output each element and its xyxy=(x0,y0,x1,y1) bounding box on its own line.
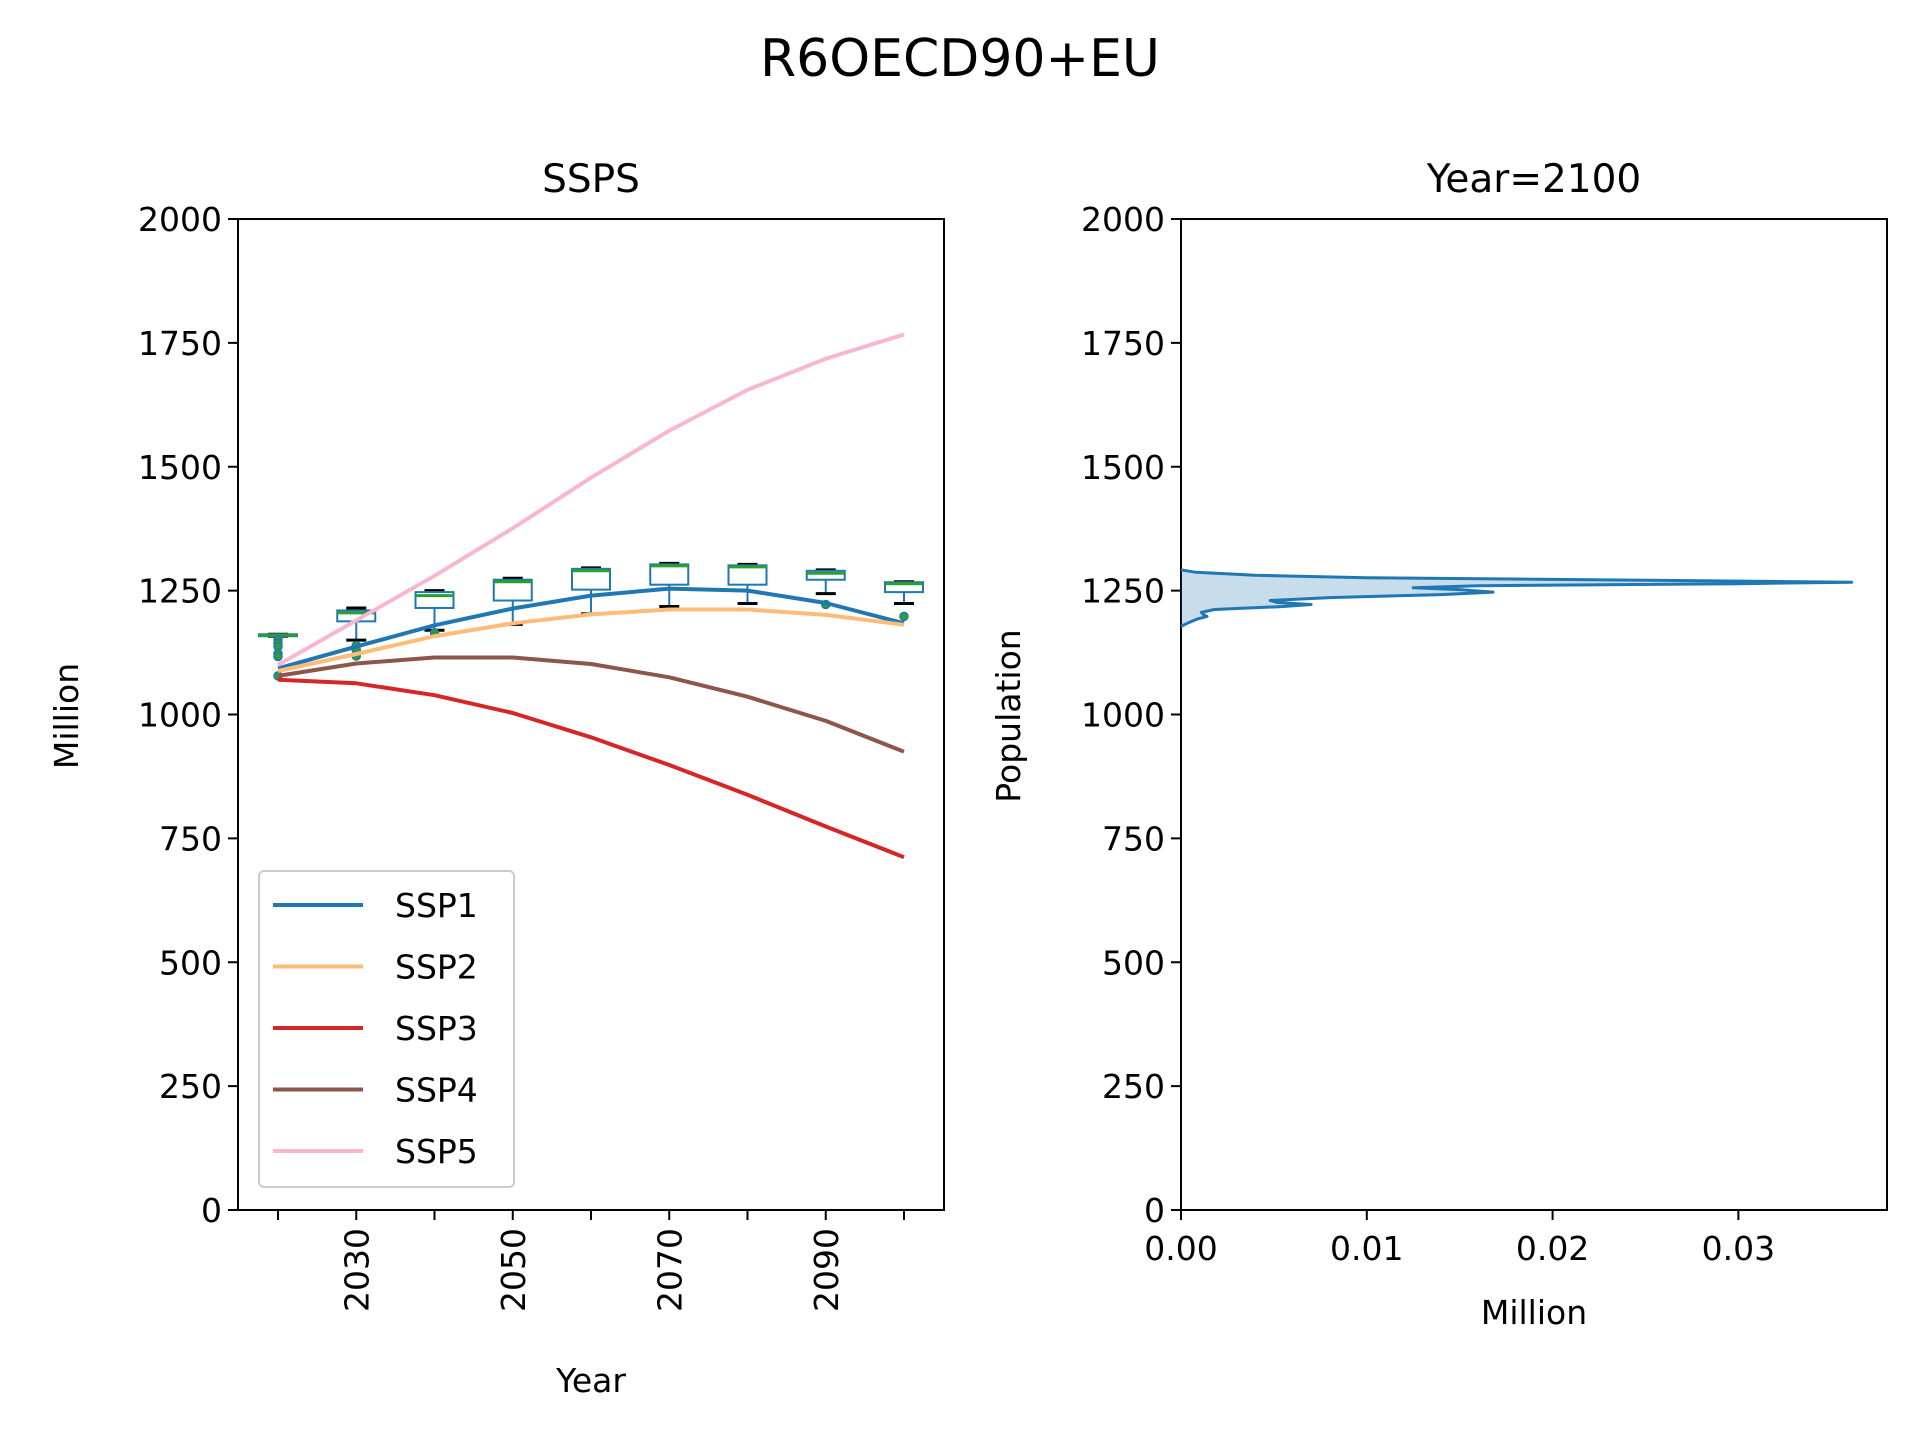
ssps-legend: SSP1 SSP2 SSP3 SSP4 SSP5 xyxy=(258,870,515,1188)
boxplot-outlier xyxy=(899,611,909,622)
series-line-ssp1 xyxy=(277,586,905,671)
series-line-ssp5 xyxy=(277,332,905,667)
ssps-y-tick-label: 1750 xyxy=(138,324,222,363)
ssps-y-axis: 0 250 500 750 1000 1250 1500 1750 2000 xyxy=(138,200,238,1230)
density-x-tick-label: 0.03 xyxy=(1702,1229,1775,1268)
boxplot-2050 xyxy=(492,576,533,626)
density-y-tick-label: 500 xyxy=(1102,943,1165,982)
boxplot-box xyxy=(414,591,455,609)
boxplot-box xyxy=(649,563,690,586)
density-y-tick-label: 1250 xyxy=(1081,572,1165,611)
ssps-x-axis-label: Year xyxy=(555,1361,626,1400)
ssps-lines xyxy=(277,332,905,860)
density-y-tick-label: 1000 xyxy=(1081,696,1165,735)
density-y-tick-label: 1750 xyxy=(1081,324,1165,363)
legend-frame xyxy=(258,870,515,1188)
ssps-y-axis-label: Million xyxy=(47,663,86,769)
boxplot-box xyxy=(492,578,533,602)
series-line-ssp4 xyxy=(277,655,905,754)
ssps-y-tick-label: 500 xyxy=(159,943,222,982)
boxplot-2080 xyxy=(727,562,768,606)
year-2100-panel-title: Year=2100 xyxy=(1426,157,1642,202)
legend-label-ssp1: SSP1 xyxy=(395,886,478,925)
ssps-y-tick-label: 1500 xyxy=(138,448,222,487)
boxplot-outlier xyxy=(273,651,283,662)
boxplot-2070 xyxy=(649,561,690,608)
density-y-tick-label: 2000 xyxy=(1081,200,1165,239)
density-y-tick-label: 250 xyxy=(1102,1067,1165,1106)
ssps-x-tick-label: 2030 xyxy=(337,1228,376,1312)
series-line-ssp3 xyxy=(277,677,905,860)
legend-label-ssp4: SSP4 xyxy=(395,1071,478,1110)
series-line-ssp2 xyxy=(277,607,905,673)
ssps-y-tick-label: 250 xyxy=(159,1067,222,1106)
ssps-panel-title: SSPS xyxy=(542,157,640,202)
ssps-x-tick-label: 2070 xyxy=(650,1228,689,1312)
ssps-x-axis: 2030 2050 2070 2090 xyxy=(277,1210,905,1312)
density-y-tick-label: 0 xyxy=(1144,1191,1165,1230)
boxplot-box xyxy=(805,569,846,581)
ssps-x-tick-label: 2050 xyxy=(494,1228,533,1312)
density-y-tick-label: 750 xyxy=(1102,819,1165,858)
ssps-panel: SSPS 0 250 500 750 1000 1250 1500 1750 2000 2030… xyxy=(47,157,945,1400)
boxplot-2100 xyxy=(884,580,924,622)
density-x-axis-label: Million xyxy=(1481,1293,1587,1332)
ssps-y-tick-label: 750 xyxy=(159,819,222,858)
ssps-y-tick-label: 1000 xyxy=(138,696,222,735)
ssps-x-tick-label: 2090 xyxy=(807,1228,846,1312)
density-curve xyxy=(1180,568,1854,628)
ssps-y-tick-label: 0 xyxy=(201,1191,222,1230)
density-x-tick-label: 0.01 xyxy=(1330,1229,1403,1268)
density-line xyxy=(1180,568,1854,628)
density-y-axis: 0 250 500 750 1000 1250 1500 1750 2000 xyxy=(1081,200,1181,1230)
ssps-y-tick-label: 2000 xyxy=(138,200,222,239)
boxplot-2060 xyxy=(571,566,611,616)
density-y-tick-label: 1500 xyxy=(1081,448,1165,487)
density-x-axis: 0.00 0.01 0.02 0.03 xyxy=(1144,1210,1775,1268)
density-x-tick-label: 0.02 xyxy=(1516,1229,1589,1268)
figure-title: R6OECD90+EU xyxy=(760,29,1160,89)
year-2100-panel: Year=2100 0 250 500 750 1000 1250 1500 1750 2000… xyxy=(989,157,1888,1332)
density-y-axis-label: Population xyxy=(989,629,1028,802)
legend-label-ssp5: SSP5 xyxy=(395,1132,478,1171)
density-x-tick-label: 0.00 xyxy=(1144,1229,1217,1268)
boxplot-box xyxy=(571,567,611,591)
legend-label-ssp2: SSP2 xyxy=(395,948,478,987)
legend-label-ssp3: SSP3 xyxy=(395,1009,478,1048)
ssps-y-tick-label: 1250 xyxy=(138,572,222,611)
density-plot-frame xyxy=(1180,218,1888,1211)
